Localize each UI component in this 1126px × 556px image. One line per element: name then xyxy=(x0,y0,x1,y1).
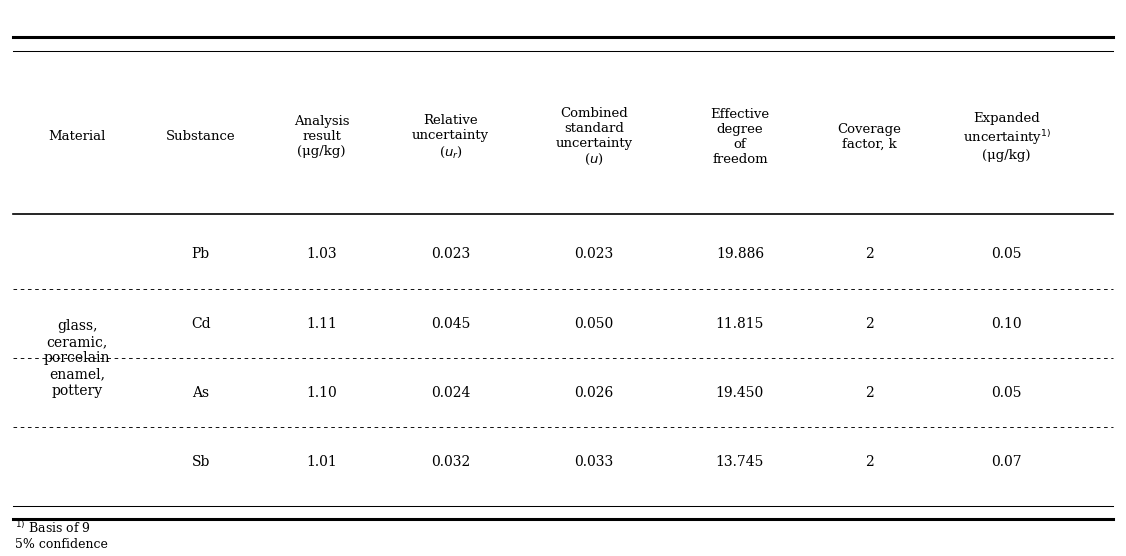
Text: 0.10: 0.10 xyxy=(991,316,1022,331)
Text: 0.045: 0.045 xyxy=(431,316,471,331)
Text: glass,
ceramic,
porcelain
enamel,
pottery: glass, ceramic, porcelain enamel, potter… xyxy=(44,319,110,398)
Text: $^{1)}$ Basis of 9: $^{1)}$ Basis of 9 xyxy=(15,520,91,536)
Text: Substance: Substance xyxy=(166,131,235,143)
Text: Combined
standard
uncertainty
($u$): Combined standard uncertainty ($u$) xyxy=(555,107,633,167)
Text: 0.05: 0.05 xyxy=(991,386,1022,400)
Text: 1.10: 1.10 xyxy=(306,386,337,400)
Text: As: As xyxy=(193,386,209,400)
Text: 0.05: 0.05 xyxy=(991,247,1022,261)
Text: Analysis
result
(μg/kg): Analysis result (μg/kg) xyxy=(294,116,349,158)
Text: 0.050: 0.050 xyxy=(574,316,614,331)
Text: 1.11: 1.11 xyxy=(306,316,337,331)
Text: 0.033: 0.033 xyxy=(574,455,614,469)
Text: 0.07: 0.07 xyxy=(991,455,1022,469)
Text: 0.024: 0.024 xyxy=(431,386,471,400)
Text: 0.032: 0.032 xyxy=(431,455,471,469)
Text: Material: Material xyxy=(48,131,106,143)
Text: 0.023: 0.023 xyxy=(574,247,614,261)
Text: 1.01: 1.01 xyxy=(306,455,337,469)
Text: 1.03: 1.03 xyxy=(306,247,337,261)
Text: 2: 2 xyxy=(865,386,874,400)
Text: Relative
uncertainty
($u_r$): Relative uncertainty ($u_r$) xyxy=(412,114,489,160)
Text: Effective
degree
of
freedom: Effective degree of freedom xyxy=(711,108,769,166)
Text: Pb: Pb xyxy=(191,247,209,261)
Text: 11.815: 11.815 xyxy=(716,316,765,331)
Text: Sb: Sb xyxy=(191,455,209,469)
Text: 0.023: 0.023 xyxy=(431,247,471,261)
Text: Coverage
factor, k: Coverage factor, k xyxy=(837,123,901,151)
Text: 13.745: 13.745 xyxy=(716,455,765,469)
Text: 19.886: 19.886 xyxy=(716,247,763,261)
Text: 19.450: 19.450 xyxy=(716,386,765,400)
Text: Cd: Cd xyxy=(191,316,211,331)
Text: 5% confidence: 5% confidence xyxy=(15,538,108,551)
Text: Expanded
uncertainty$^{1)}$
(μg/kg): Expanded uncertainty$^{1)}$ (μg/kg) xyxy=(963,112,1051,162)
Text: 0.026: 0.026 xyxy=(574,386,614,400)
Text: 2: 2 xyxy=(865,247,874,261)
Text: 2: 2 xyxy=(865,455,874,469)
Text: 2: 2 xyxy=(865,316,874,331)
